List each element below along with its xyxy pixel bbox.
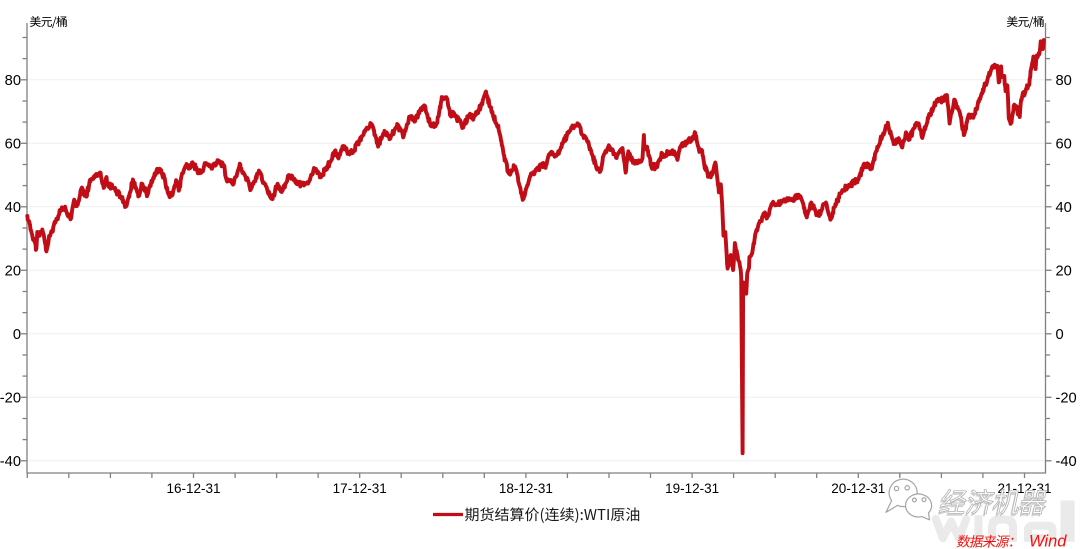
svg-text:80: 80 [5, 73, 21, 89]
svg-text:19-12-31: 19-12-31 [665, 481, 719, 496]
svg-text:18-12-31: 18-12-31 [499, 481, 553, 496]
svg-text:-20: -20 [1056, 391, 1077, 407]
svg-text:0: 0 [13, 327, 21, 343]
svg-text:-40: -40 [1056, 454, 1077, 470]
svg-text:16-12-31: 16-12-31 [166, 481, 220, 496]
svg-text:-20: -20 [0, 391, 21, 407]
svg-text:20-12-31: 20-12-31 [831, 481, 885, 496]
svg-text:80: 80 [1056, 73, 1072, 89]
svg-text:20: 20 [1056, 264, 1072, 280]
svg-text:-40: -40 [0, 454, 21, 470]
svg-text:17-12-31: 17-12-31 [333, 481, 387, 496]
svg-text:Wind: Wind [1029, 533, 1067, 549]
svg-text:20: 20 [5, 264, 21, 280]
svg-text:40: 40 [5, 200, 21, 216]
svg-text:60: 60 [1056, 137, 1072, 153]
svg-text:60: 60 [5, 137, 21, 153]
svg-text:40: 40 [1056, 200, 1072, 216]
svg-text:0: 0 [1056, 327, 1064, 343]
